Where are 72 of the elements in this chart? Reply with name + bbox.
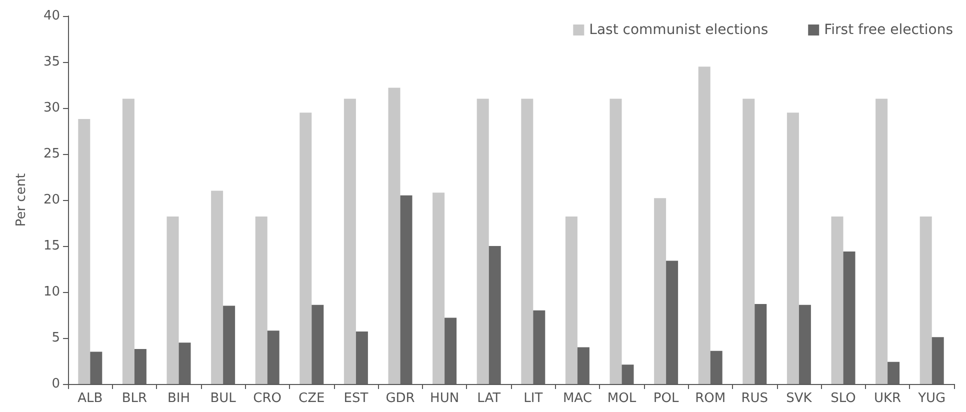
x-tick-label: BUL xyxy=(210,391,237,406)
bar xyxy=(610,98,622,384)
y-tick-label: 40 xyxy=(43,8,60,24)
bar xyxy=(255,216,268,384)
x-tick-label: BLR xyxy=(122,391,148,406)
bar xyxy=(312,304,324,384)
y-tick-label: 5 xyxy=(52,330,60,346)
bar xyxy=(654,198,666,384)
x-tick-label: SVK xyxy=(786,391,812,406)
bar xyxy=(920,216,932,384)
x-tick-label: SLO xyxy=(830,391,856,406)
bar xyxy=(400,195,412,384)
x-tick-label: LAT xyxy=(477,391,501,406)
bar xyxy=(622,364,634,384)
x-tick-label: HUN xyxy=(430,391,460,406)
y-tick-label: 35 xyxy=(43,54,60,70)
y-axis-title: Per cent xyxy=(14,173,29,227)
y-tick-label: 25 xyxy=(43,146,60,162)
x-tick-label: UKR xyxy=(874,391,902,406)
bar xyxy=(565,216,578,384)
bar xyxy=(521,98,534,384)
bar xyxy=(267,330,280,384)
bar xyxy=(356,332,368,384)
bar xyxy=(78,119,90,384)
x-tick-label: YUG xyxy=(917,391,946,406)
bar xyxy=(178,342,191,384)
y-tick-label: 20 xyxy=(43,192,60,208)
legend-label: Last communist elections xyxy=(589,22,768,38)
bar xyxy=(533,310,546,384)
x-tick-label: POL xyxy=(653,391,680,406)
y-tick-label: 10 xyxy=(43,284,60,300)
x-tick-label: CZE xyxy=(298,391,325,406)
x-tick-label: ROM xyxy=(695,391,726,406)
bar xyxy=(698,66,710,384)
bar xyxy=(90,352,102,384)
bar xyxy=(577,347,590,384)
bar xyxy=(742,98,755,384)
bar xyxy=(798,304,811,384)
bar xyxy=(432,192,445,384)
bar xyxy=(122,98,134,384)
x-tick-label: GDR xyxy=(386,391,415,406)
bar xyxy=(344,98,356,384)
bar xyxy=(134,349,146,384)
bar xyxy=(476,98,489,384)
bar xyxy=(166,216,179,384)
bar xyxy=(786,112,799,384)
x-tick-label: RUS xyxy=(741,391,768,406)
bar xyxy=(223,306,236,384)
bar xyxy=(388,88,400,384)
bar xyxy=(444,318,457,384)
bar xyxy=(488,246,501,384)
x-tick-label: ALB xyxy=(78,391,103,406)
y-tick-label: 0 xyxy=(52,376,60,392)
x-tick-label: MAC xyxy=(562,391,592,406)
bar xyxy=(888,362,900,384)
x-tick-label: LIT xyxy=(524,391,543,406)
x-tick-label: CRO xyxy=(253,391,282,406)
x-tick-label: MOL xyxy=(607,391,637,406)
y-tick-label: 30 xyxy=(43,100,60,116)
bar xyxy=(932,337,944,384)
bar xyxy=(754,304,767,384)
x-tick-label: EST xyxy=(344,391,368,406)
bar xyxy=(666,260,678,384)
bar xyxy=(876,98,888,384)
bar xyxy=(710,350,722,384)
bar xyxy=(300,112,312,384)
bar xyxy=(843,252,856,384)
x-tick-label: BIH xyxy=(167,391,190,406)
bar xyxy=(831,216,844,384)
y-tick-label: 15 xyxy=(43,238,60,254)
bar xyxy=(211,190,224,384)
legend-label: First free elections xyxy=(824,22,954,38)
